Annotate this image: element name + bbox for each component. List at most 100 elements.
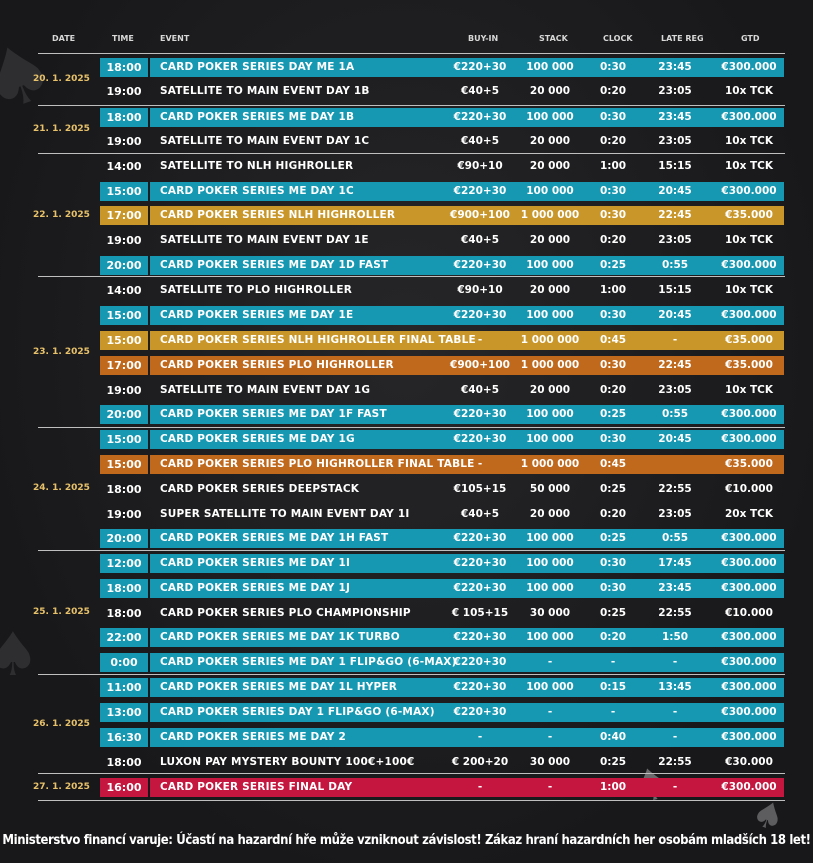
buyin-value: €220+30 [453, 433, 507, 445]
event-name: CARD POKER SERIES ME DAY 1F FAST [160, 408, 387, 420]
gtd-value: €35.000 [725, 209, 773, 221]
day-divider [38, 105, 785, 106]
late-reg-value: - [672, 731, 678, 743]
late-reg-value: 17:45 [658, 557, 692, 569]
late-reg-value: 20:45 [658, 309, 692, 321]
stack-value: - [547, 781, 553, 793]
clock-value: 0:15 [599, 681, 627, 693]
table-row: 20:00 CARD POKER SERIES ME DAY 1D FAST €22… [100, 256, 784, 275]
gtd-value: €35.000 [725, 458, 773, 470]
event-name: SATELLITE TO MAIN EVENT DAY 1G [160, 384, 371, 396]
event-name: CARD POKER SERIES ME DAY 1L HYPER [160, 681, 398, 693]
stack-value: 1 000 000 [520, 334, 580, 346]
event-details: CARD POKER SERIES NLH HIGHROLLER FINAL T… [150, 331, 784, 350]
day-date-label: 26. 1. 2025 [33, 719, 90, 729]
buyin-value: €40+5 [460, 85, 500, 97]
event-time: 20:00 [100, 256, 148, 275]
header-time: TIME [112, 34, 134, 43]
clock-value: 0:25 [599, 408, 627, 420]
table-row: 11:00 CARD POKER SERIES ME DAY 1L HYPER €2… [100, 678, 784, 697]
clock-value: 0:30 [599, 433, 627, 445]
event-name: CARD POKER SERIES ME DAY 1D FAST [160, 259, 389, 271]
table-row: 18:00 CARD POKER SERIES ME DAY 1B €220+30 1… [100, 108, 784, 127]
spade-icon: ♠ [0, 620, 40, 690]
event-time: 15:00 [100, 306, 148, 325]
event-name: CARD POKER SERIES PLO CHAMPIONSHIP [160, 607, 411, 619]
buyin-value: €40+5 [460, 234, 500, 246]
event-time: 18:00 [100, 108, 148, 127]
late-reg-value [649, 455, 701, 474]
clock-value: 0:20 [599, 234, 627, 246]
buyin-value: €220+30 [453, 656, 507, 668]
event-details: SATELLITE TO MAIN EVENT DAY 1C €40+5 20 00… [150, 132, 784, 151]
buyin-value: €40+5 [460, 508, 500, 520]
gtd-value: €300.000 [721, 309, 777, 321]
gambling-warning: Ministerstvo financí varuje: Účastí na h… [2, 833, 811, 848]
day-divider [38, 550, 785, 551]
buyin-value: €105+15 [453, 483, 507, 495]
clock-value: 0:30 [599, 209, 627, 221]
buyin-value: €220+30 [453, 706, 507, 718]
late-reg-value: 23:05 [658, 234, 692, 246]
gtd-value: €300.000 [721, 631, 777, 643]
event-name: SATELLITE TO NLH HIGHROLLER [160, 160, 354, 172]
event-name: CARD POKER SERIES ME DAY 1B [160, 111, 355, 123]
table-row: 19:00 SATELLITE TO MAIN EVENT DAY 1B €40+5… [100, 82, 784, 101]
gtd-value: 10x TCK [724, 135, 774, 147]
table-row: 20:00 CARD POKER SERIES ME DAY 1H FAST €22… [100, 529, 784, 548]
clock-value: 1:00 [599, 160, 627, 172]
event-time: 13:00 [100, 703, 148, 722]
stack-value: - [547, 731, 553, 743]
clock-value: 0:25 [599, 259, 627, 271]
table-row: 15:00 CARD POKER SERIES ME DAY 1G €220+30 1… [100, 430, 784, 449]
buyin-value: - [477, 781, 483, 793]
clock-value: 0:45 [599, 458, 627, 470]
gtd-value: €300.000 [721, 557, 777, 569]
table-row: 12:00 CARD POKER SERIES ME DAY 1I €220+30 1… [100, 554, 784, 573]
late-reg-value: 22:55 [658, 756, 692, 768]
stack-value: 20 000 [529, 234, 571, 246]
event-name: CARD POKER SERIES ME DAY 1E [160, 309, 354, 321]
gtd-value: €300.000 [721, 185, 777, 197]
clock-value: 1:00 [599, 284, 627, 296]
stack-value: 1 000 000 [520, 458, 580, 470]
event-name: CARD POKER SERIES ME DAY 1 FLIP&GO (6-MA… [160, 656, 457, 668]
late-reg-value: 23:45 [658, 111, 692, 123]
event-name: CARD POKER SERIES PLO HIGHROLLER FINAL T… [160, 458, 475, 470]
clock-value: 0:30 [599, 309, 627, 321]
event-name: CARD POKER SERIES PLO HIGHROLLER [160, 359, 394, 371]
late-reg-value: 13:45 [658, 681, 692, 693]
late-reg-value: 1:50 [661, 631, 689, 643]
event-time: 12:00 [100, 554, 148, 573]
event-details: CARD POKER SERIES ME DAY 1G €220+30 100 00… [150, 430, 784, 449]
gtd-value: 20x TCK [724, 508, 774, 520]
gtd-value: €10.000 [725, 607, 773, 619]
buyin-value: €220+30 [453, 259, 507, 271]
day-divider [38, 800, 785, 801]
event-time: 15:00 [100, 430, 148, 449]
day-date-label: 27. 1. 2025 [33, 781, 90, 792]
event-details: SUPER SATELLITE TO MAIN EVENT DAY 1I €40+… [150, 505, 784, 524]
late-reg-value: 23:05 [658, 135, 692, 147]
table-row: 15:00 CARD POKER SERIES PLO HIGHROLLER FI… [100, 455, 784, 474]
table-row: 20:00 CARD POKER SERIES ME DAY 1F FAST €22… [100, 405, 784, 424]
gtd-value: €30.000 [725, 756, 773, 768]
gtd-value: €300.000 [721, 532, 777, 544]
late-reg-value: 22:55 [658, 607, 692, 619]
event-details: CARD POKER SERIES PLO HIGHROLLER FINAL T… [150, 455, 784, 474]
buyin-value: €90+10 [457, 160, 503, 172]
late-reg-value: 20:45 [658, 433, 692, 445]
event-details: CARD POKER SERIES ME DAY 1F FAST €220+30 1… [150, 405, 784, 424]
table-row: 18:00 CARD POKER SERIES PLO CHAMPIONSHIP €… [100, 604, 784, 623]
late-reg-value: 23:05 [658, 384, 692, 396]
event-name: SUPER SATELLITE TO MAIN EVENT DAY 1I [160, 508, 410, 520]
event-time: 16:30 [100, 728, 148, 747]
header-date: DATE [52, 34, 76, 43]
stack-value: 100 000 [526, 408, 574, 420]
event-details: CARD POKER SERIES ME DAY 1J €220+30 100 00… [150, 579, 784, 598]
event-name: CARD POKER SERIES ME DAY 2 [160, 731, 346, 743]
event-time: 14:00 [106, 284, 142, 297]
late-reg-value: 0:55 [661, 532, 689, 544]
table-row: 18:00 CARD POKER SERIES DAY ME 1A €220+30 1… [100, 58, 784, 77]
